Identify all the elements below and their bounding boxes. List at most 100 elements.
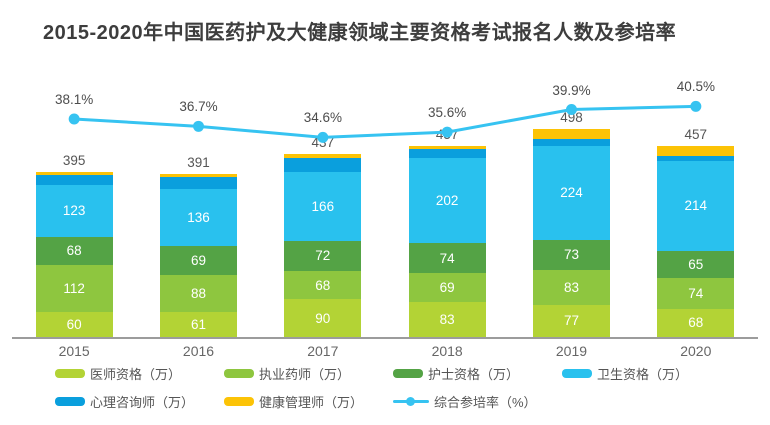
bar-segment-nurse: 65 [657, 250, 735, 278]
bar-group-2018: 457202746983 [385, 78, 509, 337]
bar-segment-health_manager [532, 128, 610, 140]
trend-point [193, 120, 204, 132]
bar-group-2016: 391 136 69 88 61 [136, 78, 260, 337]
bar-segment-health_qualification: 202 [408, 158, 486, 243]
bar-value-label: 112 [63, 281, 85, 297]
bar-stack: 224 73 83 77 [532, 128, 610, 337]
bar-segment-pharmacist: 83 [532, 270, 610, 305]
legend-dot-icon [406, 397, 415, 406]
legend-swatch-nurse [393, 369, 423, 378]
legend-swatch-health_manager [224, 397, 254, 406]
bar-value-label: 74 [439, 250, 455, 266]
legend-swatch-health_qualification [562, 369, 592, 378]
bar-total-label: 457 [684, 127, 708, 143]
bar-segment-nurse: 74 [408, 242, 486, 274]
legend-label: 综合参培率（%） [434, 395, 537, 410]
x-axis-label-2016: 2016 [182, 343, 215, 359]
bar-segment-physician: 68 [657, 308, 735, 337]
legend-item-counselor: 心理咨询师（万） [55, 394, 224, 410]
trend-line [68, 100, 702, 143]
x-axis-label-2017: 2017 [307, 343, 339, 359]
bar-segment-counselor [532, 139, 610, 147]
bar-value-label: 123 [62, 203, 86, 219]
bar-segment-health_qualification: 123 [35, 185, 113, 237]
trend-point [566, 104, 577, 116]
bar-value-label: 69 [439, 280, 455, 296]
bar-segment-pharmacist: 74 [657, 277, 735, 309]
bar-segment-pharmacist: 69 [408, 273, 486, 303]
bar-value-label: 90 [315, 310, 331, 326]
x-axis-label-2018: 2018 [431, 343, 463, 359]
legend-label: 健康管理师（万） [259, 395, 364, 410]
trend-point [441, 126, 453, 138]
bar-group-2015: 395 123 68 112 60 [12, 78, 136, 337]
legend-item-pharmacist: 执业药师（万） [224, 366, 393, 382]
legend-label: 执业药师（万） [259, 367, 351, 382]
bar-stack: 214 65 74 68 [657, 146, 735, 337]
bar-segment-physician: 83 [408, 302, 486, 337]
bar-segment-health_manager [35, 171, 113, 175]
bar-total-label: 498 [560, 109, 583, 125]
bar-value-label: 72 [315, 248, 331, 264]
bar-segment-physician: 90 [284, 299, 362, 337]
bar-group-2017: 437 166 72 68 90 [261, 78, 385, 337]
bar-segment-nurse: 69 [159, 245, 237, 275]
legend-swatch-counselor [55, 397, 85, 406]
legend-label: 卫生资格（万） [597, 367, 689, 382]
bar-segment-health_qualification: 224 [532, 146, 610, 240]
legend: 医师资格（万） 执业药师（万） 护士资格（万） 卫生资格（万） 心理咨询师（万） 健康管理… [55, 366, 731, 410]
bar-value-label: 69 [190, 252, 206, 268]
bar-group-2020: 457 214 65 74 68 [634, 78, 758, 337]
bar-segment-health_manager [284, 154, 362, 159]
bar-total-label: 395 [62, 152, 86, 168]
bar-value-label: 61 [190, 316, 206, 332]
bar-total-label: 437 [311, 135, 335, 151]
bar-value-label: 65 [688, 256, 704, 272]
x-axis-label-2020: 2020 [680, 343, 712, 359]
legend-label: 心理咨询师（万） [90, 395, 195, 410]
bar-stack: 123 68 112 60 [35, 171, 113, 337]
bar-stack: 136 69 88 61 [159, 173, 237, 337]
bar-group-2019: 498 224 73 83 77 [509, 78, 633, 337]
bar-segment-health_qualification: 214 [657, 161, 735, 251]
legend-swatch-pharmacist [224, 369, 254, 378]
legend-label: 医师资格（万） [90, 367, 182, 382]
trend-point [68, 113, 80, 125]
trend-line-marker-icon [393, 396, 429, 407]
x-axis: 2015 2016 2017 2018 2019 2020 [12, 343, 758, 359]
bar-stack: 166 72 68 90 [284, 154, 362, 337]
bar-segment-counselor [284, 158, 362, 172]
legend-item-nurse: 护士资格（万） [393, 366, 562, 382]
bar-value-label: 202 [435, 192, 459, 208]
trend-point [690, 100, 702, 112]
plot-area: 395 123 68 112 60 391 136 69 88 61 437 166 72 68 90 457… [12, 78, 758, 339]
bar-segment-health_qualification: 136 [159, 189, 237, 246]
bar-segment-counselor [159, 176, 237, 190]
bar-value-label: 60 [66, 316, 82, 332]
bar-stack: 202 74 69 83 [408, 146, 486, 337]
bar-segment-nurse: 73 [532, 239, 610, 271]
bar-segment-counselor [408, 148, 486, 159]
legend-item-health_manager: 健康管理师（万） [224, 394, 393, 410]
bars-row: 395 123 68 112 60 391 136 69 88 61 437 166 72 68 90 457… [12, 78, 758, 337]
bar-value-label: 68 [688, 315, 704, 331]
bar-segment-physician: 77 [532, 304, 610, 337]
legend-swatch-physician [55, 369, 85, 378]
x-axis-label-2015: 2015 [58, 343, 90, 359]
x-axis-label-2019: 2019 [555, 343, 588, 359]
bar-value-label: 83 [563, 279, 579, 295]
legend-item-trend: 综合参培率（%） [393, 394, 562, 410]
bar-segment-pharmacist: 68 [284, 270, 362, 300]
bar-value-label: 68 [66, 243, 82, 259]
bar-segment-counselor [35, 174, 113, 186]
bar-value-label: 214 [684, 198, 708, 214]
bar-value-label: 68 [315, 277, 331, 293]
bar-segment-nurse: 68 [35, 236, 113, 266]
legend-item-health_qualification: 卫生资格（万） [562, 366, 731, 382]
legend-item-physician: 医师资格（万） [55, 366, 224, 382]
bar-segment-pharmacist: 88 [159, 274, 237, 312]
trend-point [317, 131, 329, 143]
chart-title: 2015-2020年中国医药护及大健康领域主要资格考试报名人数及参培率 [43, 22, 677, 44]
bar-value-label: 88 [190, 285, 206, 301]
